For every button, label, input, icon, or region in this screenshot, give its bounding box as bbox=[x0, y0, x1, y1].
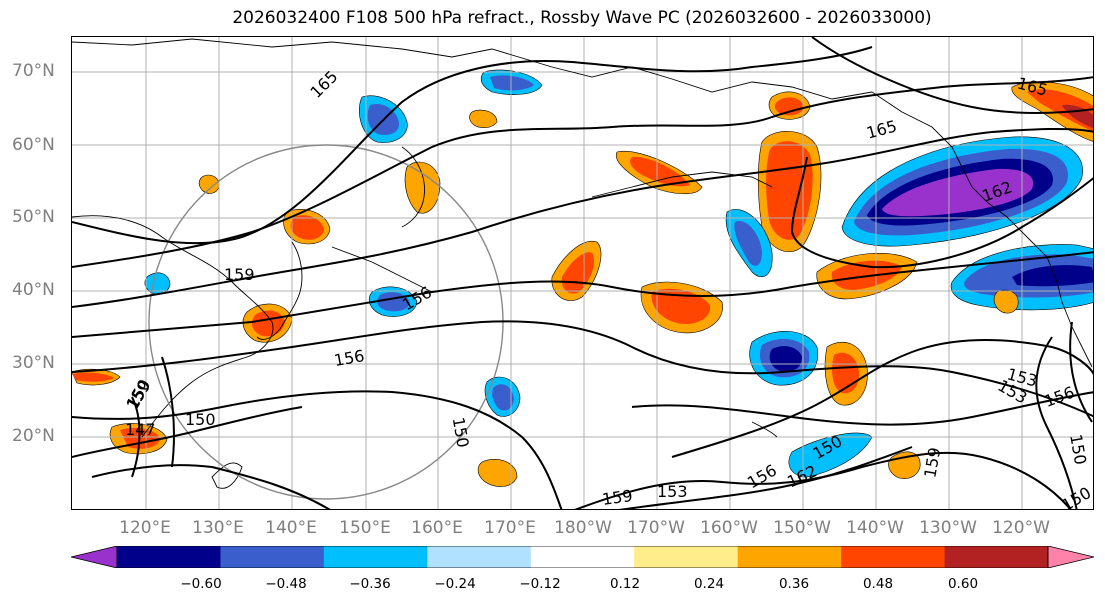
lon-label-140w: 140°W bbox=[846, 518, 904, 538]
lon-label-180w: 180°W bbox=[554, 518, 612, 538]
colorbar-tick: 0.36 bbox=[778, 576, 810, 592]
colorbar-cell bbox=[530, 546, 635, 568]
contour-label-group: 165 165 165 162 159 156 156 150 150 147 … bbox=[123, 67, 1094, 510]
lon-label-120w: 120°W bbox=[992, 518, 1050, 538]
colorbar-border bbox=[116, 546, 1049, 568]
colorbar-cell bbox=[634, 546, 739, 568]
contour-label: 150 bbox=[185, 410, 216, 429]
wave-packet-circle bbox=[148, 144, 504, 500]
colorbar-tick: 0.48 bbox=[862, 576, 894, 592]
colorbar-extend-low bbox=[71, 546, 118, 568]
colorbar-extend-high bbox=[1047, 546, 1094, 568]
lon-label-170w: 170°W bbox=[627, 518, 685, 538]
lat-label-20n: 20°N bbox=[12, 426, 55, 446]
lat-label-50n: 50°N bbox=[12, 207, 55, 227]
contour-label: 159 bbox=[601, 486, 634, 509]
colorbar-tick: −0.60 bbox=[180, 576, 222, 592]
lon-label-140e: 140°E bbox=[265, 518, 317, 538]
lat-label-60n: 60°N bbox=[12, 135, 55, 155]
lon-label-150e: 150°E bbox=[339, 518, 391, 538]
contour-label: 150 bbox=[1066, 433, 1090, 466]
contour-lines bbox=[72, 37, 1093, 509]
colorbar-tick: 0.60 bbox=[947, 576, 979, 592]
lon-label-120e: 120°E bbox=[119, 518, 171, 538]
colorbar-cell bbox=[117, 546, 221, 568]
lon-label-170e: 170°E bbox=[484, 518, 536, 538]
colorbar-tick: −0.36 bbox=[349, 576, 391, 592]
lon-label-150w: 150°W bbox=[773, 518, 831, 538]
lat-label-70n: 70°N bbox=[12, 61, 55, 81]
map-title: 2026032400 F108 500 hPa refract., Rossby… bbox=[232, 8, 932, 28]
colorbar bbox=[71, 546, 1094, 568]
colorbar-tick: −0.12 bbox=[519, 576, 561, 592]
contour-label: 153 bbox=[657, 482, 688, 501]
colorbar-cell bbox=[737, 546, 842, 568]
contour-label: 159 bbox=[224, 265, 255, 284]
lon-label-130e: 130°E bbox=[192, 518, 244, 538]
contour-label: 165 bbox=[864, 116, 898, 142]
lon-label-130w: 130°W bbox=[919, 518, 977, 538]
colorbar-cell bbox=[944, 546, 1049, 568]
colorbar-cell bbox=[841, 546, 946, 568]
contour-label: 159 bbox=[920, 446, 944, 479]
colorbar-tick: 0.24 bbox=[693, 576, 725, 592]
lat-label-40n: 40°N bbox=[12, 280, 55, 300]
map-canvas: 165 165 165 162 159 156 156 150 150 147 … bbox=[72, 37, 1094, 510]
colorbar-cell bbox=[220, 546, 325, 568]
colorbar-cell bbox=[427, 546, 532, 568]
graticule bbox=[72, 37, 1093, 509]
colorbar-tick: −0.48 bbox=[265, 576, 307, 592]
lon-label-160e: 160°E bbox=[411, 518, 463, 538]
colorbar-tick: −0.24 bbox=[434, 576, 476, 592]
contour-label: 150 bbox=[1058, 483, 1094, 510]
lat-label-30n: 30°N bbox=[12, 353, 55, 373]
lon-label-160w: 160°W bbox=[700, 518, 758, 538]
colorbar-tick: 0.12 bbox=[609, 576, 641, 592]
contour-label: 147 bbox=[125, 420, 156, 439]
colorbar-cell bbox=[323, 546, 428, 568]
contour-label: 150 bbox=[449, 416, 473, 449]
contour-label: 156 bbox=[332, 346, 365, 370]
map-panel: 165 165 165 162 159 156 156 150 150 147 … bbox=[71, 36, 1094, 510]
